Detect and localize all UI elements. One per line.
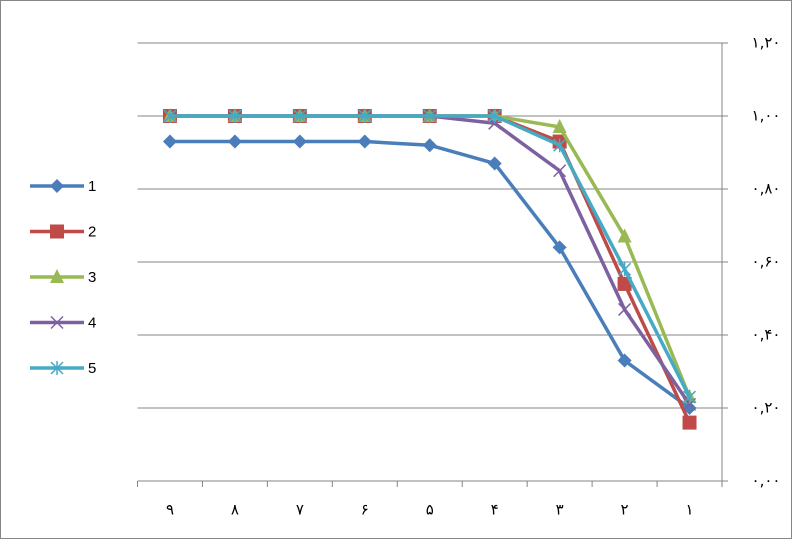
marker bbox=[292, 134, 307, 149]
marker bbox=[357, 134, 372, 149]
marker bbox=[423, 109, 437, 123]
x-tick-label: ۸ bbox=[231, 501, 239, 519]
marker bbox=[553, 164, 567, 178]
marker bbox=[228, 109, 242, 123]
x-tick-label: ۱ bbox=[685, 501, 693, 519]
x-tick-label: ۷ bbox=[296, 501, 304, 519]
x-tick-label: ۳ bbox=[556, 501, 564, 519]
y-tick-label: ۱,۰۰ bbox=[752, 107, 781, 125]
series bbox=[162, 134, 697, 415]
y-tick-label: ۰,۲۰ bbox=[752, 399, 781, 417]
marker bbox=[487, 156, 502, 171]
legend-marker bbox=[50, 361, 64, 375]
marker bbox=[553, 138, 567, 153]
legend-label: 2 bbox=[88, 223, 96, 240]
marker bbox=[293, 109, 307, 123]
marker bbox=[163, 109, 177, 123]
legend-marker bbox=[50, 224, 64, 239]
marker bbox=[358, 109, 372, 123]
legend-label: 5 bbox=[88, 360, 96, 377]
marker bbox=[682, 390, 697, 405]
marker bbox=[162, 134, 177, 149]
y-tick-label: ۰,۸۰ bbox=[752, 180, 781, 198]
marker bbox=[552, 118, 567, 133]
marker bbox=[618, 302, 632, 316]
marker bbox=[488, 109, 502, 123]
legend-label: 3 bbox=[88, 269, 96, 286]
x-tick-label: ۹ bbox=[166, 501, 174, 519]
y-tick-label: ۱,۲۰ bbox=[752, 34, 781, 52]
legend-label: 1 bbox=[88, 178, 96, 195]
y-tick-label: ۰,۰۰ bbox=[752, 472, 781, 490]
marker bbox=[227, 134, 242, 149]
marker bbox=[682, 415, 697, 430]
series bbox=[163, 109, 697, 405]
marker bbox=[422, 138, 437, 153]
y-tick-label: ۰,۶۰ bbox=[752, 253, 781, 271]
x-tick-label: ۲ bbox=[621, 501, 629, 519]
marker bbox=[617, 228, 632, 243]
x-tick-label: ۵ bbox=[426, 501, 434, 519]
legend-marker bbox=[50, 179, 64, 193]
x-tick-label: ۴ bbox=[491, 501, 499, 519]
y-tick-label: ۰,۴۰ bbox=[752, 326, 781, 344]
legend-label: 4 bbox=[88, 314, 96, 331]
marker bbox=[617, 353, 632, 368]
marker bbox=[618, 262, 632, 277]
marker bbox=[552, 240, 567, 255]
legend-marker bbox=[50, 315, 64, 330]
legend-marker bbox=[50, 269, 64, 283]
x-tick-label: ۶ bbox=[361, 501, 369, 519]
marker bbox=[617, 276, 632, 291]
